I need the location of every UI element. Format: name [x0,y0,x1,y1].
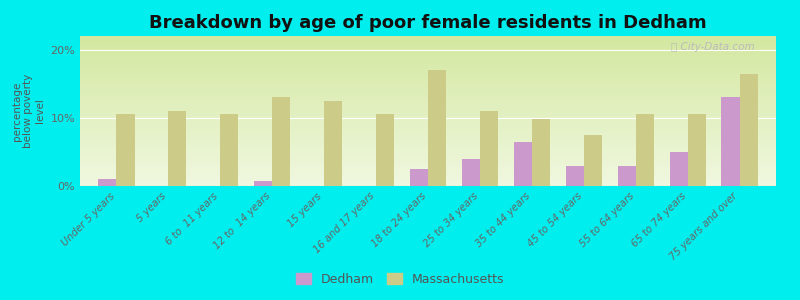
Bar [480,111,498,186]
Bar [428,70,446,186]
Bar [116,114,134,186]
Bar [740,74,758,186]
Bar [272,98,290,186]
Bar [98,179,116,186]
Bar [324,101,342,186]
Bar [532,119,550,186]
Title: Breakdown by age of poor female residents in Dedham: Breakdown by age of poor female resident… [149,14,707,32]
Bar [670,152,688,186]
Bar [220,114,238,186]
Bar [584,135,602,186]
Bar [376,114,394,186]
Bar [722,98,740,186]
Bar [462,159,480,186]
Bar [688,114,706,186]
Bar [168,111,186,186]
Bar [514,142,532,186]
Bar [566,166,584,186]
Legend: Dedham, Massachusetts: Dedham, Massachusetts [291,268,509,291]
Y-axis label: percentage
below poverty
level: percentage below poverty level [12,74,45,148]
Text: ⓘ City-Data.com: ⓘ City-Data.com [671,42,755,52]
Bar [636,114,654,186]
Bar [410,169,428,186]
Bar [618,166,636,186]
Bar [254,181,272,186]
